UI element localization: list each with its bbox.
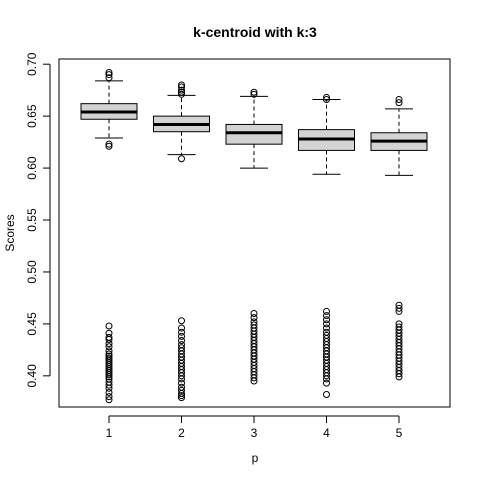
y-tick-label: 0.55 — [25, 208, 39, 232]
y-tick-label: 0.50 — [25, 260, 39, 284]
y-axis-label: Scores — [3, 214, 17, 251]
y-tick-label: 0.65 — [25, 104, 39, 128]
x-tick-label: 4 — [323, 426, 330, 440]
outlier-point — [179, 156, 185, 162]
outlier-point — [179, 318, 185, 324]
x-tick-label: 1 — [106, 426, 113, 440]
outlier-point — [106, 323, 112, 329]
outlier-point — [324, 392, 330, 398]
x-axis-label: p — [252, 451, 259, 465]
y-tick-label: 0.60 — [25, 156, 39, 180]
box — [226, 124, 282, 144]
y-tick-label: 0.45 — [25, 312, 39, 336]
plot-area: 0.40 0.45 0.50 0.55 0.60 0.65 0.70 1 2 3 4 5 — [25, 52, 450, 440]
y-tick-label: 0.40 — [25, 364, 39, 388]
y-tick-label: 0.70 — [25, 52, 39, 76]
x-tick-label: 3 — [251, 426, 258, 440]
x-tick-label: 2 — [178, 426, 185, 440]
chart-title: k-centroid with k:3 — [193, 24, 317, 40]
x-tick-label: 5 — [396, 426, 403, 440]
outlier-point — [324, 380, 330, 386]
